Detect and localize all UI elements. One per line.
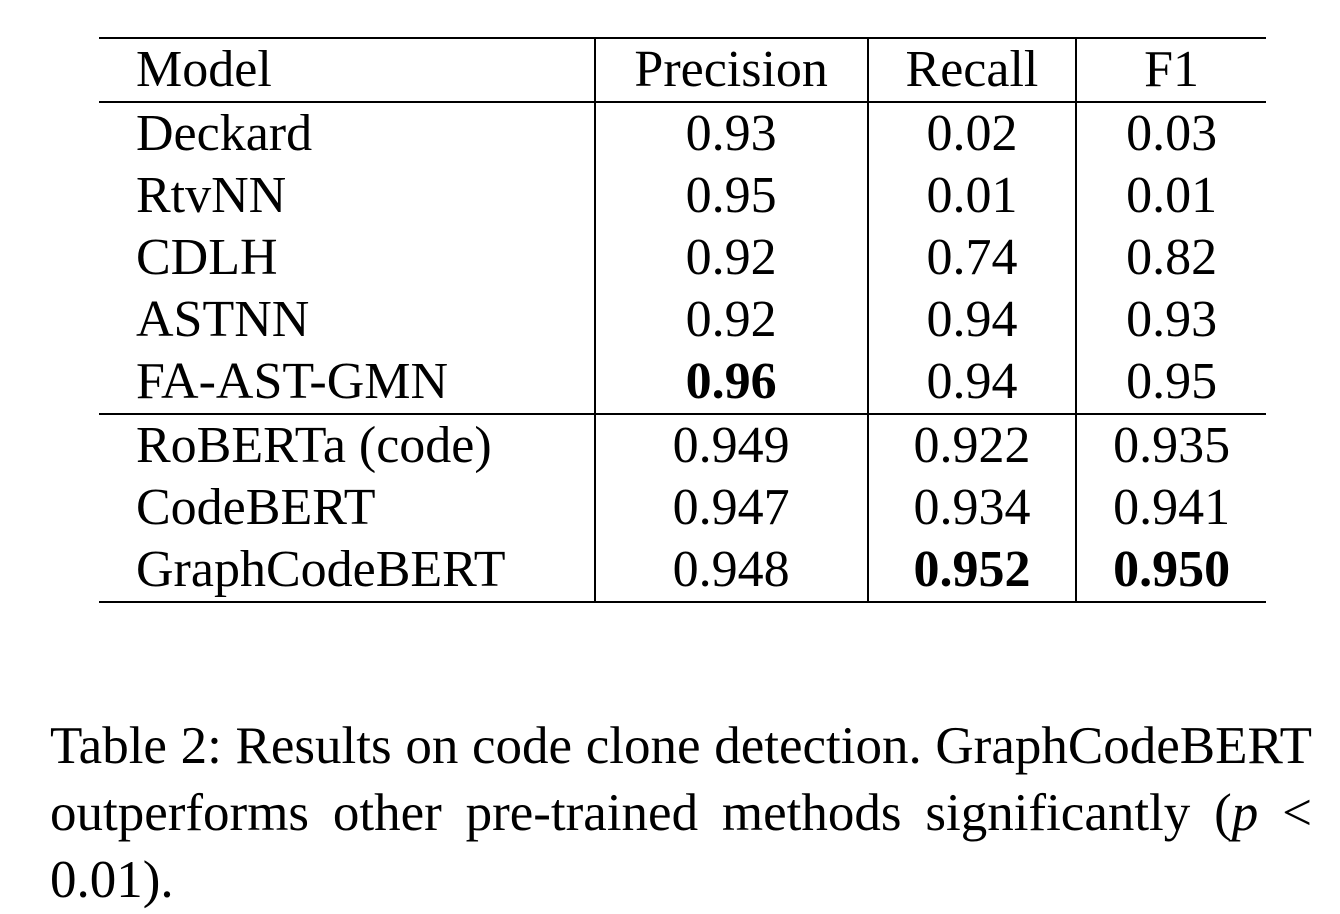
header-model: Model — [99, 38, 596, 102]
cell-model: GraphCodeBERT — [99, 539, 596, 602]
table-row: ASTNN 0.92 0.94 0.93 — [99, 289, 1266, 351]
cell-precision: 0.93 — [594, 102, 869, 165]
cell-precision: 0.948 — [594, 539, 869, 602]
cell-precision-best: 0.96 — [594, 351, 869, 414]
cell-recall: 0.02 — [867, 102, 1078, 165]
cell-precision: 0.947 — [594, 477, 869, 539]
table-row: RtvNN 0.95 0.01 0.01 — [99, 165, 1266, 227]
cell-f1: 0.82 — [1126, 229, 1218, 286]
cell-model: ASTNN — [99, 289, 596, 351]
cell-model: FA-AST-GMN — [99, 351, 596, 414]
cell-recall: 0.934 — [867, 477, 1078, 539]
cell-f1: 0.03 — [1126, 105, 1218, 162]
results-table: Model Precision Recall F1 Deckard 0.93 0… — [99, 37, 1266, 603]
cell-model: RtvNN — [99, 165, 596, 227]
table-row: CDLH 0.92 0.74 0.82 — [99, 227, 1266, 289]
header-row: Model Precision Recall F1 — [99, 38, 1266, 102]
cell-model: RoBERTa (code) — [99, 414, 596, 477]
caption-math-variable: p — [1231, 784, 1259, 842]
cell-f1: 0.93 — [1126, 291, 1218, 348]
table-row: GraphCodeBERT 0.948 0.952 0.950 — [99, 539, 1266, 602]
table-caption: Table 2: Results on code clone detection… — [50, 713, 1312, 914]
cell-f1: 0.941 — [1113, 479, 1231, 536]
caption-text-end: ). — [142, 851, 174, 909]
table-row: CodeBERT 0.947 0.934 0.941 — [99, 477, 1266, 539]
header-precision: Precision — [594, 38, 869, 102]
cell-recall: 0.01 — [867, 165, 1078, 227]
cell-f1: 0.95 — [1126, 353, 1218, 410]
cell-recall: 0.74 — [867, 227, 1078, 289]
cell-precision: 0.949 — [594, 414, 869, 477]
cell-precision: 0.92 — [594, 227, 869, 289]
cell-precision: 0.92 — [594, 289, 869, 351]
cell-f1: 0.935 — [1113, 417, 1231, 474]
header-recall: Recall — [867, 38, 1078, 102]
caption-text: Table 2: Results on code clone detection… — [50, 717, 1312, 842]
cell-recall: 0.922 — [867, 414, 1078, 477]
cell-model: Deckard — [99, 102, 596, 165]
table-row: FA-AST-GMN 0.96 0.94 0.95 — [99, 351, 1266, 414]
cell-recall: 0.94 — [867, 289, 1078, 351]
cell-model: CodeBERT — [99, 477, 596, 539]
cell-model: CDLH — [99, 227, 596, 289]
cell-recall-best: 0.952 — [867, 539, 1078, 602]
cell-f1-best: 0.950 — [1113, 541, 1231, 598]
table-row: Deckard 0.93 0.02 0.03 — [99, 102, 1266, 165]
cell-f1: 0.01 — [1126, 167, 1218, 224]
cell-precision: 0.95 — [594, 165, 869, 227]
cell-recall: 0.94 — [867, 351, 1078, 414]
header-f1: F1 — [1144, 41, 1200, 98]
table-row: RoBERTa (code) 0.949 0.922 0.935 — [99, 414, 1266, 477]
